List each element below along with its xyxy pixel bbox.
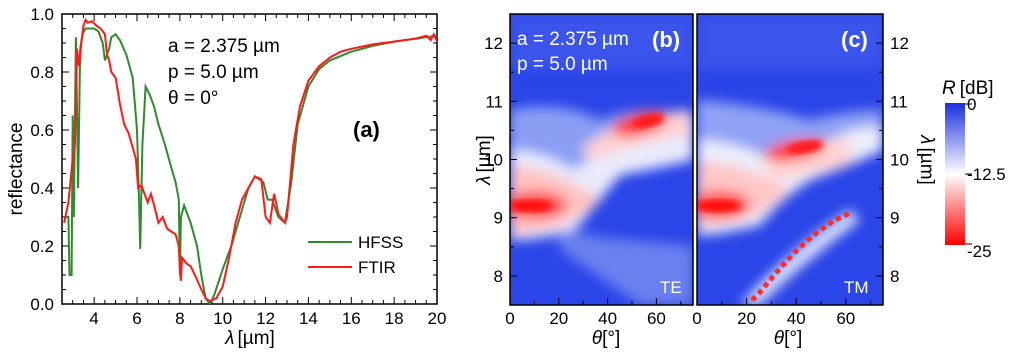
panel-a-xlabel: λ [µm] — [224, 328, 275, 349]
heatmap-te — [510, 14, 693, 305]
panel-b-ytick-label: 12 — [484, 34, 503, 53]
panel-c-ylabel-unit: [µm] — [916, 148, 937, 185]
panel-a-xtick-label: 18 — [385, 309, 404, 328]
colorbar-label-unit: [dB] — [960, 78, 994, 99]
panel-c-ytick-label: 12 — [890, 34, 909, 53]
panel-b-ticks: 0 20 40 60 8 9 10 11 12 — [484, 13, 682, 328]
panel-c-xlabel-unit: [°] — [784, 328, 802, 349]
annotation-b-p-period: p = 5.0 µm — [517, 54, 608, 75]
annotation-p-period: p = 5.0 µm — [168, 62, 259, 83]
panel-a-xtick-label: 8 — [175, 309, 184, 328]
panel-a-ytick-label: 0.6 — [30, 121, 54, 140]
panel-b-xlabel-unit: [°] — [602, 328, 620, 349]
panel-b-xtick-label: 20 — [549, 309, 568, 328]
panel-a-ytick-label: 0.4 — [30, 179, 54, 198]
legend: HFSS FTIR — [308, 233, 403, 277]
panel-a-xlabel-unit: [µm] — [238, 328, 275, 349]
panel-b-xlabel: θ[°] — [592, 328, 620, 349]
panel-b-ylabel-symbol: λ — [474, 175, 495, 185]
colorbar-gradient — [945, 103, 965, 245]
panel-c-ylabel-symbol: λ — [916, 134, 937, 144]
panel-a-xtick-label: 20 — [428, 309, 447, 328]
panel-b-ytick-label: 10 — [484, 151, 503, 170]
panel-b-xtick-label: 60 — [647, 309, 666, 328]
annotation-b-a-period: a = 2.375 µm — [517, 29, 629, 50]
panel-c-ylabel: λ [µm] — [916, 134, 937, 185]
panel-b-ylabel: λ [µm] — [474, 135, 495, 186]
panel-c-ytick-label: 9 — [890, 209, 899, 228]
panel-b-xtick-label: 0 — [505, 309, 514, 328]
panel-b-mode-label: TE — [660, 278, 682, 297]
panel-c-xtick-label: 20 — [737, 309, 756, 328]
panel-a-xtick-label: 12 — [256, 309, 275, 328]
series-ftir-line — [63, 17, 437, 303]
panel-a-xtick-label: 16 — [342, 309, 361, 328]
panel-b-xlabel-symbol: θ — [592, 328, 603, 349]
colorbar-tick-mid: -12.5 — [967, 165, 1006, 184]
panel-c-ytick-label: 10 — [890, 151, 909, 170]
panel-b-label: (b) — [652, 27, 680, 52]
panel-c-xlabel: θ[°] — [774, 328, 802, 349]
annotation-a-period: a = 2.375 µm — [168, 36, 280, 57]
panel-a-xtick-label: 14 — [299, 309, 318, 328]
panel-c-ytick-label: 11 — [890, 92, 908, 111]
panel-a-ylabel: reflectance — [6, 123, 27, 216]
panel-c: 0 20 40 60 8 9 10 11 12 (c) TM λ [µm] θ[°] — [692, 13, 937, 349]
heatmap-tm — [697, 14, 883, 305]
colorbar: R [dB] 0 -12.5 -25 — [942, 78, 1006, 261]
panel-a-xlabel-symbol: λ — [224, 328, 234, 349]
panel-a-ytick-label: 1.0 — [30, 5, 54, 24]
colorbar-tick-min: -25 — [967, 242, 992, 261]
panel-c-ticks: 0 20 40 60 8 9 10 11 12 — [692, 13, 909, 328]
panel-b-ylabel-unit: [µm] — [474, 135, 495, 172]
panel-b-ytick-label: 8 — [494, 267, 503, 286]
panel-a-xtick-label: 10 — [213, 309, 232, 328]
panel-c-xtick-label: 40 — [787, 309, 806, 328]
panel-a-label: (a) — [353, 117, 380, 142]
colorbar-tick-0: 0 — [967, 95, 976, 114]
panel-c-xtick-label: 0 — [692, 309, 701, 328]
panel-a-ytick-label: 0.8 — [30, 63, 54, 82]
panel-c-label: (c) — [841, 27, 868, 52]
panel-b-ytick-label: 11 — [485, 92, 503, 111]
colorbar-label-symbol: R — [942, 78, 956, 99]
panel-a-frame — [61, 13, 438, 305]
panel-a-ytick-label: 0.0 — [30, 295, 54, 314]
panel-a-ticks: 4 6 8 10 12 14 16 18 20 0.0 0.2 0.4 0.6 0.8 1.0 — [30, 5, 446, 328]
panel-b-ytick-label: 9 — [494, 209, 503, 228]
panel-c-mode-label: TM — [844, 278, 869, 297]
panel-a: 4 6 8 10 12 14 16 18 20 0.0 0.2 0.4 0.6 0.8 1.0 reflec… — [6, 5, 446, 349]
annotation-theta: θ = 0° — [168, 88, 218, 109]
panel-a-xtick-label: 4 — [89, 309, 98, 328]
legend-hfss-label: HFSS — [358, 233, 403, 252]
panel-c-xlabel-symbol: θ — [774, 328, 785, 349]
panel-c-ytick-label: 8 — [890, 267, 899, 286]
legend-ftir-label: FTIR — [358, 258, 396, 277]
colorbar-label: R [dB] — [942, 78, 994, 99]
panel-a-ytick-label: 0.2 — [30, 237, 54, 256]
panel-a-xtick-label: 6 — [132, 309, 141, 328]
panel-b-xtick-label: 40 — [598, 309, 617, 328]
panel-c-xtick-label: 60 — [836, 309, 855, 328]
